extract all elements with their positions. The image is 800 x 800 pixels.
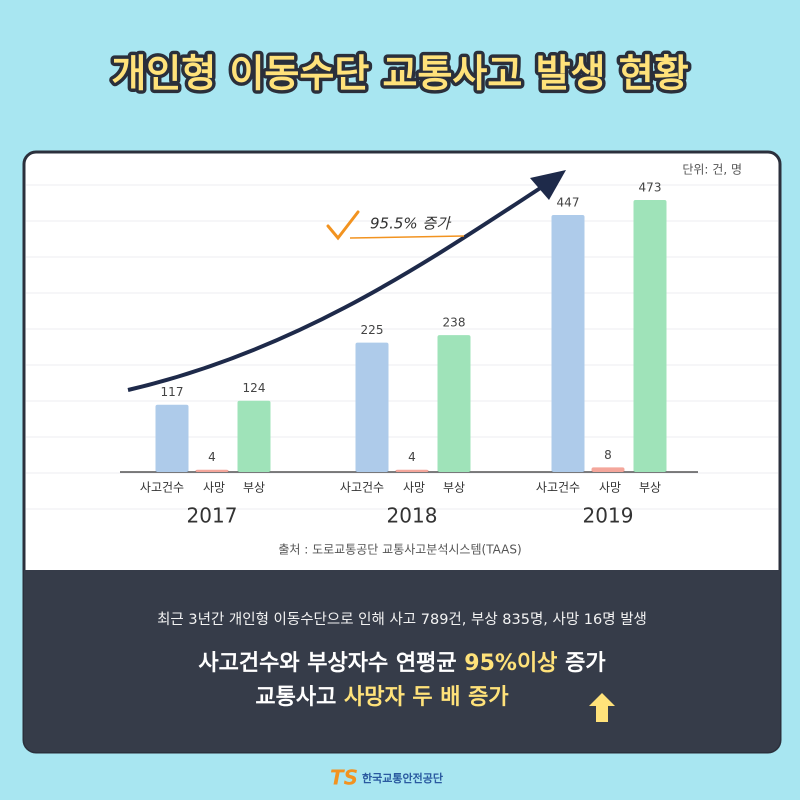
bar: [551, 214, 585, 473]
value-label: 447: [557, 195, 580, 209]
value-label: 117: [161, 385, 184, 399]
headline-1: 사고건수와 부상자수 연평균 95%이상 증가: [26, 647, 778, 681]
value-label: 473: [639, 181, 662, 195]
value-label: 238: [443, 316, 466, 330]
headline-2: 교통사고 사망자 두 배 증가: [26, 681, 778, 715]
page-title: 개인형 이동수단 교통사고 발생 현황: [111, 52, 688, 96]
headline-text: 사고건수와 부상자수 연평균: [198, 651, 457, 676]
x-tick-label: 2017: [187, 504, 238, 528]
bar: [195, 469, 229, 472]
series-label: 부상: [639, 481, 661, 495]
source: 출처 : 도로교통공단 교통사고분석시스템(TAAS): [278, 543, 521, 557]
headline-highlight: 사망자 두 배 증가: [343, 685, 509, 710]
bar: [395, 469, 429, 472]
series-label: 사고건수: [536, 481, 580, 495]
bar: [633, 200, 667, 472]
logo-name: 한국교통안전공단: [362, 771, 443, 785]
headline-highlight: 95%이상: [464, 651, 558, 676]
check-mark: [326, 210, 360, 241]
bar: [437, 335, 471, 472]
headline-text: 증가: [565, 651, 606, 676]
value-label: 8: [604, 448, 612, 462]
series-label: 사망: [403, 481, 425, 495]
value-label: 4: [408, 450, 416, 464]
summary-panel: 최근 3년간 개인형 이동수단으로 인해 사고 789건, 부상 835명, 사…: [26, 572, 778, 715]
trend-arrow: [127, 183, 547, 392]
value-label: 225: [361, 323, 384, 337]
unit-label: 단위: 건, 명: [682, 163, 742, 177]
series-label: 사고건수: [340, 481, 384, 495]
up-arrow-icon: [589, 693, 615, 722]
value-label: 124: [243, 381, 266, 395]
summary: 최근 3년간 개인형 이동수단으로 인해 사고 789건, 부상 835명, 사…: [157, 612, 647, 628]
card-footer: [24, 570, 780, 752]
x-tick-label: 2019: [583, 504, 634, 528]
series-label: 부상: [243, 481, 265, 495]
headline-text: 교통사고: [255, 685, 337, 710]
arrow-head: [530, 170, 566, 200]
value-label: 4: [208, 450, 216, 464]
x-tick-label: 2018: [387, 504, 438, 528]
bar: [237, 400, 271, 472]
bar: [591, 467, 625, 472]
annotation: 95.5% 증가: [370, 215, 452, 233]
annotation-underline: [349, 235, 465, 239]
bar: [355, 342, 389, 472]
bar: [155, 404, 189, 472]
series-label: 사고건수: [140, 481, 184, 495]
series-label: 사망: [203, 481, 225, 495]
series-label: 부상: [443, 481, 465, 495]
series-label: 사망: [599, 481, 621, 495]
logo-mark: TS: [330, 766, 358, 790]
